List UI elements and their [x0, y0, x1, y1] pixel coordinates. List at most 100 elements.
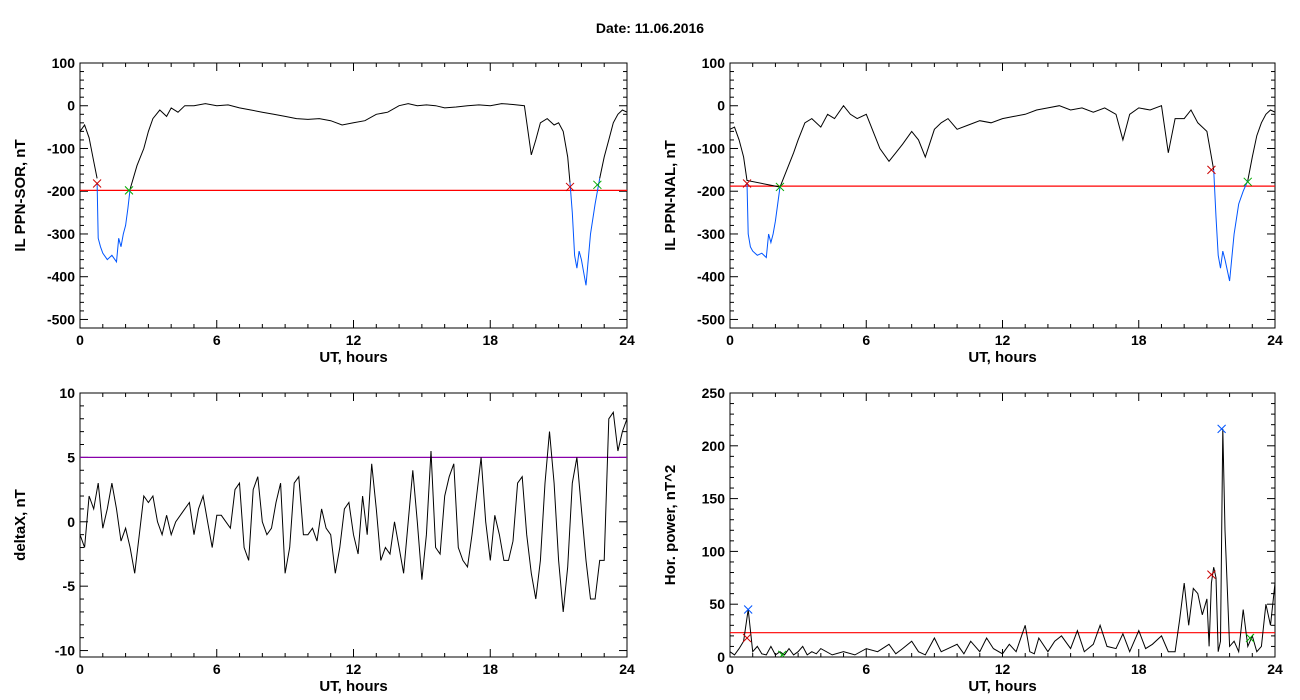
y-axis-label: IL PPN-NAL, nT [662, 140, 679, 251]
x-tick-label: 0 [726, 332, 734, 348]
y-tick-label: -200 [697, 183, 725, 199]
y-tick-label: 100 [52, 55, 76, 71]
x-tick-label: 12 [346, 661, 362, 677]
event-marker [92, 179, 102, 188]
figure-date-title: Date: 11.06.2016 [595, 20, 705, 36]
y-tick-label: -300 [47, 226, 75, 242]
y-tick-label: -400 [47, 269, 75, 285]
x-tick-label: 24 [1267, 661, 1283, 677]
y-tick-label: 100 [702, 543, 726, 559]
y-tick-label: 100 [702, 55, 726, 71]
y-tick-label: -400 [697, 269, 725, 285]
y-tick-label: 0 [717, 649, 725, 665]
x-axis-label: UT, hours [319, 678, 387, 695]
event-marker [124, 186, 134, 195]
data-layer [730, 104, 1275, 282]
x-tick-label: 18 [482, 332, 498, 348]
marker-stroke [743, 605, 753, 614]
plot-frame [729, 392, 1276, 658]
event-marker [775, 182, 785, 192]
event-marker [593, 180, 602, 190]
y-tick-label: 50 [709, 596, 725, 612]
x-axis-label: UT, hours [319, 349, 387, 366]
x-tick-label: 12 [995, 661, 1011, 677]
marker-stroke [1243, 177, 1253, 187]
y-tick-label: 200 [702, 438, 726, 454]
y-tick-label: -100 [47, 140, 75, 156]
plot-frame [79, 62, 628, 329]
marker-stroke [92, 179, 102, 188]
x-tick-label: 24 [1267, 332, 1283, 348]
y-tick-label: 0 [67, 98, 75, 114]
x-tick-label: 6 [213, 332, 221, 348]
series-line [96, 182, 131, 264]
event-marker [1245, 633, 1255, 643]
x-tick-label: 24 [619, 661, 635, 677]
marker-stroke [1207, 570, 1216, 579]
series-line [80, 103, 571, 190]
y-tick-label: 5 [67, 449, 75, 465]
x-tick-label: 6 [862, 332, 870, 348]
series-line [746, 182, 781, 259]
event-marker [777, 650, 787, 657]
x-tick-label: 12 [346, 332, 362, 348]
panel-deltax: 0 6 12 18 24 -10 -5 0 5 10 UT, hours deltaX, nT [12, 385, 635, 695]
marker-stroke [1217, 424, 1226, 434]
event-marker [1207, 570, 1216, 579]
marker-stroke [775, 182, 785, 192]
marker-stroke [742, 633, 752, 643]
data-layer [80, 103, 627, 286]
series-line [1213, 169, 1249, 282]
marker-stroke [1207, 165, 1216, 175]
event-marker [1217, 424, 1226, 434]
marker-stroke [1245, 633, 1255, 643]
event-marker [1243, 177, 1253, 187]
panel-horpower: 0 6 12 18 24 0 50 100 150 200 250 UT, hours Hor. pow… [662, 385, 1283, 695]
event-marker [1207, 165, 1216, 175]
plot-frame [79, 392, 628, 658]
series-line [730, 104, 1215, 188]
series-line [599, 109, 627, 179]
plot-frame [729, 62, 1276, 329]
y-tick-label: -500 [47, 311, 75, 327]
x-tick-label: 6 [213, 661, 221, 677]
x-tick-label: 18 [1131, 661, 1147, 677]
series-line [80, 410, 627, 612]
x-axis-label: UT, hours [968, 678, 1036, 695]
x-tick-label: 6 [862, 661, 870, 677]
x-tick-label: 0 [76, 661, 84, 677]
event-marker [743, 605, 753, 614]
series-line [730, 428, 1275, 656]
panel-sor: 0 6 12 18 24 -500 -400 -300 -200 -100 0 100 UT, hour… [12, 55, 635, 366]
x-tick-label: 24 [619, 332, 635, 348]
y-tick-label: 250 [702, 385, 726, 401]
series-line [1247, 109, 1275, 181]
y-tick-label: 0 [717, 98, 725, 114]
y-tick-label: -5 [63, 578, 76, 594]
event-marker [565, 182, 575, 192]
y-tick-label: 150 [702, 491, 726, 507]
x-tick-label: 0 [76, 332, 84, 348]
y-tick-label: -200 [47, 183, 75, 199]
data-layer [730, 424, 1275, 657]
data-layer [80, 410, 627, 612]
series-line [569, 178, 601, 286]
y-tick-label: -10 [55, 643, 75, 659]
event-marker [742, 179, 752, 188]
y-tick-label: 10 [59, 385, 75, 401]
y-tick-label: -100 [697, 140, 725, 156]
event-marker [742, 633, 752, 643]
marker-stroke [779, 650, 787, 657]
marker-stroke [593, 180, 602, 190]
x-tick-label: 12 [995, 332, 1011, 348]
y-axis-label: IL PPN-SOR, nT [12, 139, 29, 251]
y-axis-label: deltaX, nT [12, 489, 29, 561]
x-tick-label: 18 [482, 661, 498, 677]
marker-stroke [565, 182, 575, 192]
y-axis-label: Hor. power, nT^2 [662, 465, 679, 585]
x-tick-label: 18 [1131, 332, 1147, 348]
panel-nal: 0 6 12 18 24 -500 -400 -300 -200 -100 0 100 UT, hour… [662, 55, 1283, 366]
marker-stroke [124, 186, 134, 195]
